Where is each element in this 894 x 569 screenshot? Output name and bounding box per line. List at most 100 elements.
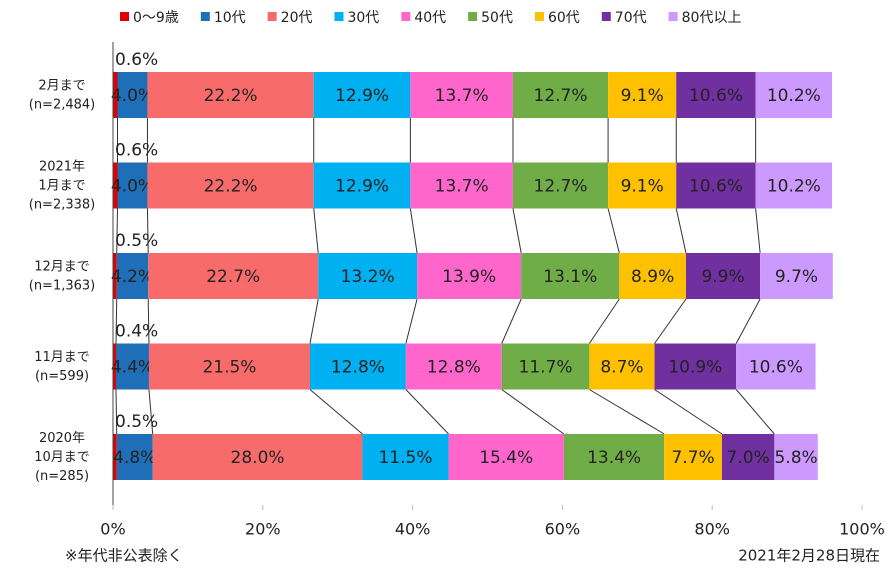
series-line <box>675 208 687 254</box>
bar-segment <box>755 162 833 209</box>
series-line <box>313 208 319 254</box>
series-line <box>755 208 761 254</box>
data-label: 12.7% <box>534 177 588 197</box>
series-line <box>115 389 118 435</box>
legend-label: 70代 <box>615 10 647 26</box>
footnote: 2021年2月28日現在 <box>738 547 880 565</box>
data-label: 5.8% <box>774 448 817 468</box>
series-line <box>735 389 775 435</box>
series-line <box>512 208 522 254</box>
data-label: 0.6% <box>115 141 158 161</box>
y-tick-label: 2月まで(n=2,484) <box>29 78 96 112</box>
data-label: 13.9% <box>442 267 496 287</box>
legend-swatch <box>401 12 411 21</box>
bar-segment <box>113 72 118 118</box>
data-label: 8.7% <box>600 358 643 378</box>
series-line <box>148 389 154 435</box>
bar-segment <box>608 162 677 209</box>
data-label: 9.7% <box>775 267 818 287</box>
bar-segment <box>148 253 319 299</box>
data-label: 0.5% <box>115 231 158 251</box>
data-label: 11.5% <box>378 448 432 468</box>
x-tick-label: 100% <box>839 520 885 539</box>
bar-segment <box>113 434 117 480</box>
bar-segment <box>113 162 118 209</box>
bar-segment <box>313 162 411 209</box>
bar-segment <box>721 434 775 480</box>
data-label: 13.7% <box>435 86 489 106</box>
y-tick-label: 2021年 1月まで(n=2,338) <box>29 159 96 212</box>
bar-segment <box>501 343 590 390</box>
data-label: 22.2% <box>204 86 258 106</box>
data-label: 22.2% <box>204 177 258 197</box>
series-line <box>501 298 522 344</box>
data-label: 21.5% <box>202 358 256 378</box>
bar-segment <box>676 72 756 118</box>
bar-segment <box>512 72 609 118</box>
legend-swatch <box>668 12 678 21</box>
bar-segment <box>152 434 363 480</box>
legend-label: 60代 <box>548 10 580 26</box>
series-line <box>405 389 449 435</box>
bar-segment <box>619 253 686 299</box>
legend-swatch <box>534 12 544 21</box>
bar-segment <box>760 253 833 299</box>
y-tick-label: 12月まで(n=1,363) <box>29 259 96 293</box>
data-label: 10.6% <box>689 177 743 197</box>
bar-segment <box>736 343 816 390</box>
series-line <box>654 298 687 344</box>
data-label: 4.2% <box>111 267 154 287</box>
bar-segment <box>521 253 620 299</box>
data-label: 0.5% <box>115 412 158 432</box>
series-line <box>309 389 363 435</box>
data-label: 7.0% <box>727 448 770 468</box>
series-line <box>405 298 418 344</box>
legend-swatch <box>601 12 611 21</box>
data-label: 13.7% <box>435 177 489 197</box>
data-label: 15.4% <box>479 448 533 468</box>
data-label: 0.4% <box>115 322 158 342</box>
y-tick-label: 11月まで(n=599) <box>34 350 90 384</box>
legend-label: 30代 <box>347 10 379 26</box>
bar-segment <box>147 162 314 209</box>
bar-segment <box>318 253 418 299</box>
legend-swatch <box>120 12 129 21</box>
data-label: 9.1% <box>621 86 664 106</box>
bar-segment <box>589 343 655 390</box>
bar-segment <box>405 343 502 390</box>
series-line <box>735 298 761 344</box>
bar-segment <box>664 434 722 480</box>
bar-segment <box>309 343 406 390</box>
data-label: 13.4% <box>587 448 641 468</box>
bar-segment <box>410 72 513 118</box>
bar-segment <box>512 162 609 209</box>
bar-segment <box>116 253 149 299</box>
legend-swatch <box>334 12 344 21</box>
series-line <box>588 298 620 344</box>
bar-segment <box>676 162 756 209</box>
data-label: 10.6% <box>749 358 803 378</box>
legend-label: 10代 <box>214 10 246 26</box>
data-label: 12.7% <box>534 86 588 106</box>
series-line <box>147 298 150 344</box>
bar-segment <box>148 343 310 390</box>
legend-swatch <box>468 12 478 21</box>
bar-segment <box>563 434 665 480</box>
series-line <box>309 298 319 344</box>
data-label: 9.1% <box>621 177 664 197</box>
data-label: 10.9% <box>668 358 722 378</box>
data-label: 4.0% <box>111 177 154 197</box>
data-label: 12.9% <box>335 177 389 197</box>
bar-segment <box>774 434 818 480</box>
y-tick-label: 2020年 10月まで(n=285) <box>34 431 90 484</box>
legend-label: 80代以上 <box>682 10 742 26</box>
legend-label: 50代 <box>481 10 513 26</box>
x-tick-label: 80% <box>694 520 730 539</box>
data-label: 12.9% <box>335 86 389 106</box>
legend-label: 40代 <box>414 10 446 26</box>
bar-segment <box>116 434 153 480</box>
x-tick-label: 0% <box>100 520 125 539</box>
series-line <box>146 208 149 254</box>
data-label: 10.2% <box>767 177 821 197</box>
